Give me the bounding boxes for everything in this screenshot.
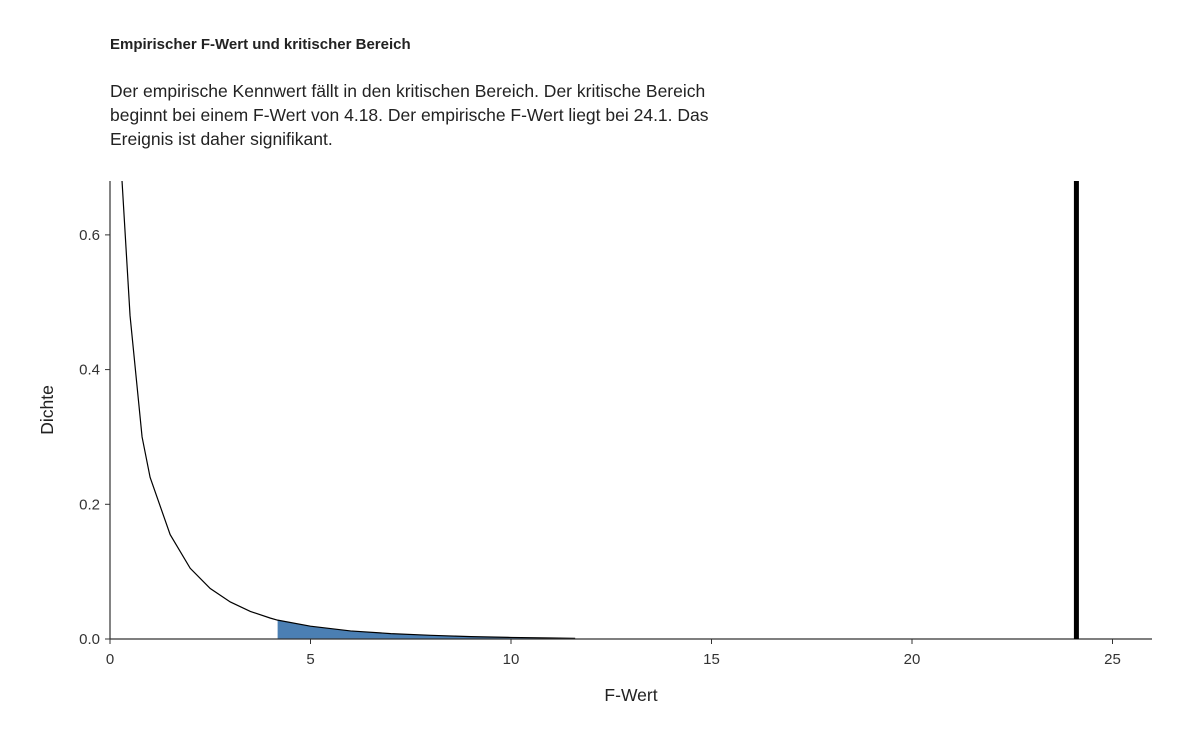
chart-subtitle: Der empirische Kennwert fällt in den kri… [110, 81, 709, 149]
x-axis-label: F-Wert [604, 685, 657, 705]
y-tick-label: 0.4 [79, 362, 100, 379]
y-tick-label: 0.2 [79, 496, 100, 513]
plot-area: 0 5 10 15 20 25 0.0 0.2 0.4 0.6 [79, 180, 1152, 668]
y-tick-label: 0.0 [79, 631, 100, 648]
x-tick-label: 15 [703, 651, 720, 668]
x-tick-label: 10 [503, 651, 520, 668]
density-curve [121, 180, 576, 639]
y-tick-label: 0.6 [79, 227, 100, 244]
x-tick-label: 0 [106, 651, 114, 668]
x-tick-label: 20 [904, 651, 921, 668]
x-tick-label: 25 [1104, 651, 1121, 668]
chart-title: Empirischer F-Wert und kritischer Bereic… [110, 36, 411, 53]
x-tick-label: 5 [306, 651, 314, 668]
critical-region-fill [277, 620, 576, 639]
y-axis-label: Dichte [37, 385, 57, 435]
